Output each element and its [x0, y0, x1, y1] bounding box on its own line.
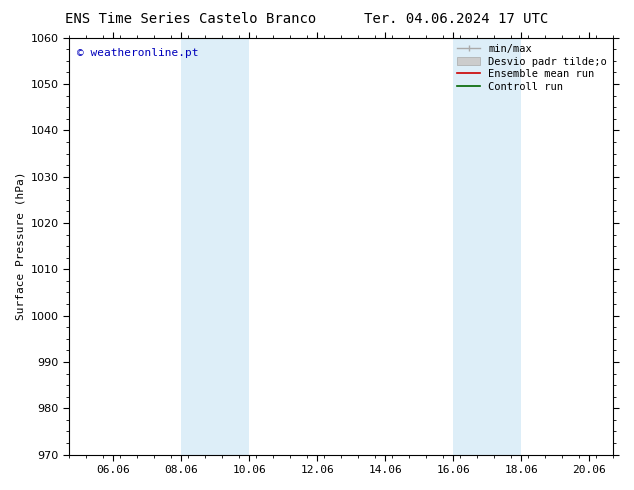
- Text: © weatheronline.pt: © weatheronline.pt: [77, 48, 199, 58]
- Text: Ter. 04.06.2024 17 UTC: Ter. 04.06.2024 17 UTC: [365, 12, 548, 26]
- Text: ENS Time Series Castelo Branco: ENS Time Series Castelo Branco: [65, 12, 316, 26]
- Bar: [181, 38, 249, 455]
- Y-axis label: Surface Pressure (hPa): Surface Pressure (hPa): [15, 172, 25, 320]
- Bar: [453, 38, 521, 455]
- Legend: min/max, Desvio padr tilde;o, Ensemble mean run, Controll run: min/max, Desvio padr tilde;o, Ensemble m…: [453, 40, 611, 96]
